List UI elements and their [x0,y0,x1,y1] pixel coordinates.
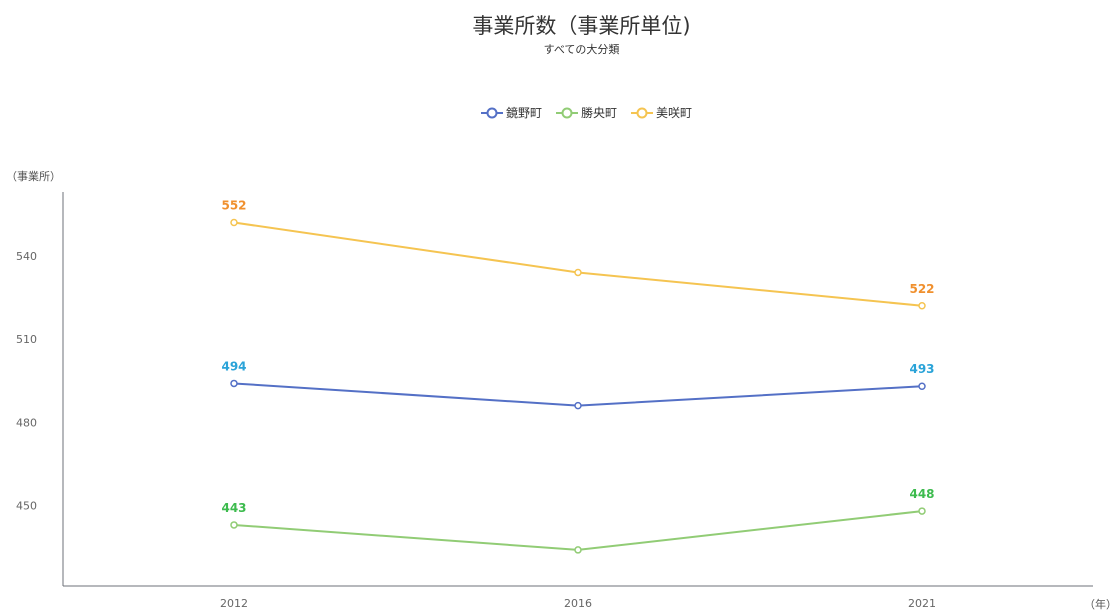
data-label: 522 [909,282,934,296]
data-point [918,382,926,390]
data-point [574,546,582,554]
data-point [230,218,238,227]
data-point [574,268,582,277]
data-label: 552 [221,199,246,213]
chart-title: 事業所数（事業所単位) [472,14,691,38]
x-axis-unit-label: （年） [1084,598,1113,611]
legend-swatch-kagamino [480,107,503,118]
legend-swatch-shoo [555,107,578,118]
data-point [230,521,238,529]
y-tick-label: 450 [16,500,37,513]
series-line [233,221,923,307]
data-label: 493 [909,362,934,376]
x-tick-label: 2012 [220,597,248,610]
y-axis-unit-label: （事業所） [6,170,61,183]
legend-swatch-misaki [631,107,653,118]
data-label: 443 [221,501,246,515]
data-point [574,401,582,410]
legend-label-kagamino: 鏡野町 [505,106,542,120]
chart-legend: 鏡野町 勝央町 美咲町 [0,104,1113,121]
legend-label-shoo: 勝央町 [580,106,617,120]
legend-item-misaki[interactable]: 美咲町 [631,104,692,121]
data-label: 448 [909,487,934,501]
y-tick-label: 510 [16,333,37,346]
data-point [918,507,926,515]
data-label: 494 [221,359,246,373]
legend-item-shoo[interactable]: 勝央町 [555,104,617,121]
data-point [918,302,926,310]
legend-label-misaki: 美咲町 [656,106,693,120]
legend-item-kagamino[interactable]: 鏡野町 [480,104,542,121]
data-point [230,379,238,388]
x-tick-label: 2016 [564,597,592,610]
y-tick-label: 480 [16,416,37,429]
y-tick-label: 540 [16,250,37,263]
chart-subtitle: すべての大分類 [543,43,620,56]
x-tick-label: 2021 [908,597,936,610]
series-line [233,510,923,551]
